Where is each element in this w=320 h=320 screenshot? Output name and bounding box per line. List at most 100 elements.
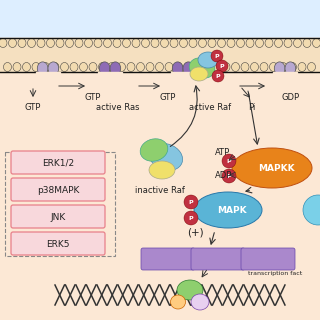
Ellipse shape (108, 62, 116, 71)
Ellipse shape (4, 62, 12, 71)
Circle shape (216, 60, 228, 72)
FancyBboxPatch shape (241, 248, 295, 270)
Ellipse shape (191, 294, 209, 310)
Ellipse shape (127, 62, 135, 71)
Ellipse shape (171, 295, 186, 309)
FancyBboxPatch shape (11, 205, 105, 228)
FancyBboxPatch shape (141, 248, 195, 270)
Ellipse shape (70, 62, 78, 71)
Ellipse shape (174, 62, 182, 71)
Ellipse shape (293, 38, 301, 47)
Ellipse shape (190, 67, 208, 81)
Ellipse shape (170, 38, 178, 47)
Bar (0, 0, 320, 38)
Text: MAPK: MAPK (217, 205, 247, 214)
FancyBboxPatch shape (11, 232, 105, 255)
Ellipse shape (255, 38, 263, 47)
Ellipse shape (165, 62, 173, 71)
Ellipse shape (137, 62, 145, 71)
Ellipse shape (149, 143, 183, 171)
Ellipse shape (308, 62, 316, 71)
Ellipse shape (265, 38, 273, 47)
Circle shape (211, 50, 223, 62)
Ellipse shape (241, 62, 249, 71)
Circle shape (212, 70, 224, 82)
Ellipse shape (289, 62, 297, 71)
Ellipse shape (9, 38, 17, 47)
Ellipse shape (194, 192, 262, 228)
Text: P: P (215, 53, 219, 59)
Text: ATP: ATP (215, 148, 230, 156)
Text: Pi: Pi (248, 103, 256, 112)
Ellipse shape (0, 38, 7, 47)
Ellipse shape (189, 38, 197, 47)
Ellipse shape (149, 161, 175, 179)
FancyBboxPatch shape (191, 248, 245, 270)
Text: ERK5: ERK5 (46, 239, 70, 249)
Text: GTP: GTP (85, 93, 101, 102)
Text: P: P (227, 158, 231, 164)
Circle shape (222, 169, 236, 183)
Ellipse shape (194, 62, 202, 71)
Ellipse shape (161, 38, 169, 47)
Ellipse shape (146, 62, 154, 71)
Ellipse shape (203, 62, 211, 71)
Text: p38MAPK: p38MAPK (37, 186, 79, 195)
Ellipse shape (269, 62, 277, 71)
Ellipse shape (46, 38, 54, 47)
Ellipse shape (156, 62, 164, 71)
Text: GTP: GTP (25, 103, 41, 112)
Ellipse shape (42, 62, 50, 71)
Ellipse shape (184, 62, 192, 71)
Ellipse shape (110, 62, 121, 75)
Ellipse shape (274, 62, 285, 75)
Ellipse shape (32, 62, 40, 71)
Text: transcription fact: transcription fact (248, 271, 302, 276)
Ellipse shape (183, 62, 194, 75)
Bar (0, 38, 320, 320)
Bar (98, 72, 122, 80)
Ellipse shape (66, 38, 74, 47)
Text: P: P (189, 199, 193, 204)
Ellipse shape (94, 38, 102, 47)
Ellipse shape (28, 38, 36, 47)
Ellipse shape (37, 38, 45, 47)
Ellipse shape (232, 148, 312, 188)
Text: P: P (220, 63, 224, 68)
Text: P: P (189, 215, 193, 220)
Ellipse shape (275, 38, 283, 47)
Ellipse shape (227, 38, 235, 47)
Text: inactive Raf: inactive Raf (135, 186, 185, 195)
Circle shape (222, 154, 236, 168)
Ellipse shape (132, 38, 140, 47)
Text: P: P (227, 173, 231, 179)
Ellipse shape (99, 62, 110, 75)
Ellipse shape (84, 38, 92, 47)
Ellipse shape (279, 62, 287, 71)
Ellipse shape (89, 62, 97, 71)
Circle shape (184, 195, 198, 209)
Ellipse shape (75, 38, 83, 47)
Ellipse shape (13, 62, 21, 71)
Ellipse shape (222, 62, 230, 71)
Ellipse shape (172, 62, 183, 75)
Ellipse shape (285, 62, 296, 75)
Bar (171, 72, 195, 80)
Ellipse shape (298, 62, 306, 71)
Ellipse shape (117, 62, 125, 71)
Ellipse shape (303, 195, 320, 225)
Text: GTP: GTP (160, 93, 176, 102)
Ellipse shape (236, 38, 244, 47)
Ellipse shape (51, 62, 59, 71)
Bar (0, 38, 320, 72)
Ellipse shape (56, 38, 64, 47)
Ellipse shape (231, 62, 239, 71)
Ellipse shape (79, 62, 87, 71)
Ellipse shape (113, 38, 121, 47)
Text: MAPKK: MAPKK (258, 164, 294, 172)
Ellipse shape (284, 38, 292, 47)
Bar (5, 152, 115, 256)
Ellipse shape (208, 38, 216, 47)
Text: JNK: JNK (50, 212, 66, 221)
Ellipse shape (198, 38, 206, 47)
